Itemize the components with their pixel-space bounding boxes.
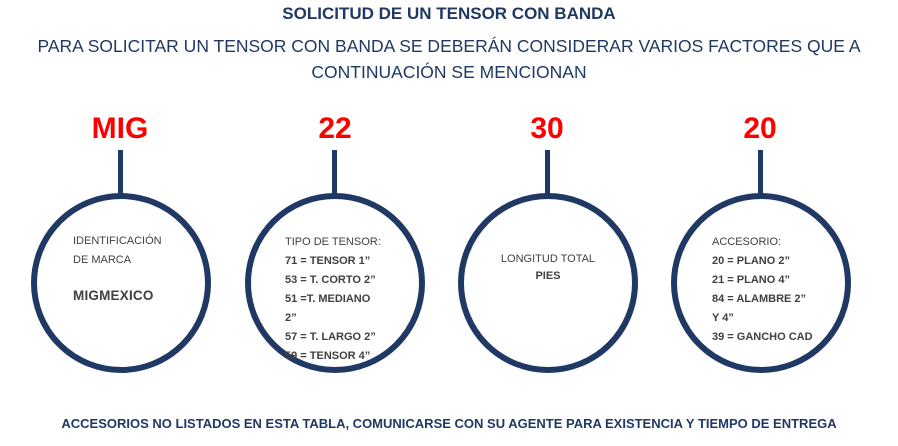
- factor-code-accessory: 20: [743, 112, 777, 145]
- factor-content-length: LONGITUD TOTAL PIES: [458, 250, 638, 284]
- intro-line-1: PARA SOLICITAR UN TENSOR CON BANDA SE DE…: [37, 36, 861, 56]
- tensor-type-option: 2”: [285, 312, 297, 324]
- tensor-type-option: 71 = TENSOR 1”: [285, 255, 371, 267]
- brand-label-line-2: DE MARCA: [73, 254, 132, 266]
- factor-circle-brand: [31, 193, 211, 373]
- connector-stem-tensor-type: [332, 150, 337, 195]
- factor-code-brand: MIG: [91, 112, 149, 145]
- factor-circle-tensor-type: [245, 193, 425, 373]
- factor-content-accessory: ACCESORIO: 20 = PLANO 2” 21 = PLANO 4” 8…: [712, 233, 813, 347]
- tensor-type-option: 57 = T. LARGO 2”: [285, 331, 376, 343]
- factor-code-length: 30: [530, 112, 564, 145]
- factor-circle-accessory: [671, 193, 851, 373]
- tensor-type-option: 51 =T. MEDIANO: [285, 293, 371, 305]
- intro-line-2: CONTINUACIÓN SE MENCIONAN: [311, 62, 587, 82]
- factor-circle-length: [458, 193, 638, 373]
- accessory-label: ACCESORIO:: [712, 236, 782, 248]
- length-label: LONGITUD TOTAL: [500, 253, 596, 265]
- accessory-option: 21 = PLANO 4”: [712, 274, 790, 286]
- accessory-option: 39 = GANCHO CAD: [712, 331, 813, 343]
- brand-value: MIGMEXICO: [73, 288, 154, 303]
- connector-stem-length: [545, 150, 550, 195]
- connector-stem-accessory: [758, 150, 763, 195]
- page-title: SOLICITUD DE UN TENSOR CON BANDA: [282, 4, 616, 23]
- tensor-type-label: TIPO DE TENSOR:: [285, 236, 381, 248]
- brand-label-line-1: IDENTIFICACIÓN: [73, 235, 162, 247]
- intro-text: PARA SOLICITAR UN TENSOR CON BANDA SE DE…: [0, 33, 898, 85]
- accessory-option: 84 = ALAMBRE 2”: [712, 293, 807, 305]
- tensor-type-option: 59 = TENSOR 4”: [285, 350, 371, 362]
- accessory-option: Y 4”: [712, 312, 734, 324]
- factor-code-tensor-type: 22: [318, 112, 352, 145]
- length-unit: PIES: [535, 270, 561, 282]
- connector-stem-brand: [118, 150, 123, 195]
- tensor-type-option: 53 = T. CORTO 2”: [285, 274, 376, 286]
- accessory-option: 20 = PLANO 2”: [712, 255, 790, 267]
- factor-content-tensor-type: TIPO DE TENSOR: 71 = TENSOR 1” 53 = T. C…: [285, 233, 381, 366]
- footer-note: ACCESORIOS NO LISTADOS EN ESTA TABLA, CO…: [61, 416, 837, 431]
- factor-content-brand: IDENTIFICACIÓN DE MARCA MIGMEXICO: [73, 232, 162, 305]
